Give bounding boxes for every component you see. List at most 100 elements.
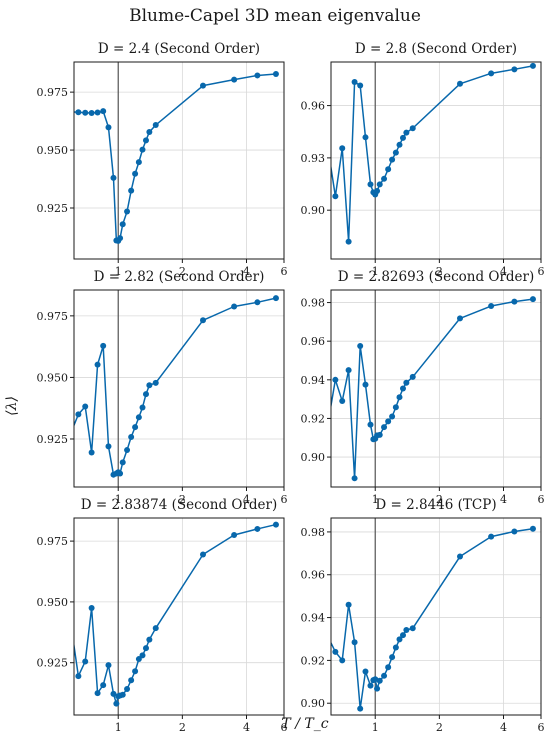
data-point [351,79,358,86]
data-point [200,82,206,89]
data-point [385,166,392,173]
data-point [339,398,346,405]
x-tick-label: 1 [115,493,122,506]
data-point [396,141,403,148]
panel-6: 1 2 4 6 0.90 0.92 0.94 0.96 0.98 D = 2.8446 (TCP) [301,497,545,734]
data-point [105,662,112,669]
data-point [254,72,261,79]
data-point [332,648,339,655]
series-group [74,521,279,707]
data-point [146,128,153,135]
series-group [74,71,279,244]
data-point [152,379,159,386]
y-tick-label: 0.92 [301,654,326,667]
y-tick-label: 0.950 [37,596,69,609]
y-tick-label: 0.92 [301,412,326,425]
data-point [132,424,139,431]
data-point [385,664,392,671]
data-point [135,656,142,663]
data-point [254,299,261,306]
x-tick-label: 4 [500,265,507,278]
data-point [409,373,416,380]
data-point [200,317,206,324]
y-tick-label: 0.975 [37,310,69,323]
data-point [511,298,518,305]
data-point [142,391,149,398]
data-point [231,303,238,310]
data-point [128,434,135,441]
y-tick-label: 0.94 [301,612,326,625]
data-point [399,632,406,639]
data-point [339,145,346,152]
data-point [345,601,352,608]
data-point [374,188,381,195]
y-tick-label: 0.925 [37,202,69,215]
data-point [119,459,126,466]
data-point [231,532,238,539]
data-point [94,690,101,697]
data-point [75,673,82,680]
series-group [325,296,536,482]
data-point [82,403,89,410]
data-point [88,449,95,456]
data-point [82,109,89,116]
y-tick-label: 0.90 [301,697,326,710]
series-line [74,523,277,705]
data-point [367,421,374,428]
data-point [110,174,117,181]
data-point [117,235,124,242]
panels: 1 2 4 6 0.925 0.950 0.975 D = 2.4 (Second Order… [37,41,545,734]
series-line [331,527,534,710]
x-tick-label: 6 [538,493,545,506]
data-point [135,414,142,421]
panel-4: 1 2 4 6 0.90 0.92 0.94 0.96 0.98 D = 2.82693 (Sec… [301,269,545,506]
data-point [332,193,339,200]
data-point [139,404,146,411]
data-point [345,238,352,245]
data-point [128,677,135,684]
data-point [357,705,364,712]
data-point [389,654,396,661]
panel-title: D = 2.83874 (Second Order) [81,497,278,513]
data-point [385,418,392,425]
data-point [68,430,74,436]
data-point [113,700,120,707]
y-tick-label: 0.950 [37,371,69,384]
data-point [100,342,107,349]
plot-frame [73,517,285,716]
y-tick-label: 0.96 [301,335,326,348]
data-point [372,676,379,683]
data-point [105,443,112,450]
data-point [529,525,536,532]
data-point [403,129,410,136]
x-tick-label: 6 [538,265,545,278]
data-point [272,521,279,528]
y-tick-label: 0.98 [301,297,326,310]
data-point [403,379,410,386]
data-point [332,376,339,383]
x-tick-label: 2 [436,721,443,734]
x-tick-label: 4 [243,493,250,506]
x-tick-label: 2 [436,265,443,278]
data-point [152,122,159,129]
x-tick-label: 2 [436,493,443,506]
panel-2: 1 2 4 6 0.90 0.93 0.96 D = 2.8 (Second Order) [301,41,545,278]
data-point [362,381,369,388]
data-point [325,420,331,426]
data-point [200,551,206,558]
y-tick-label: 0.925 [37,657,69,670]
data-point [325,145,331,151]
data-point [511,66,518,73]
series-group [325,62,536,245]
panel-3: 1 2 4 6 0.925 0.950 0.975 D = 2.82 (Second Orde… [37,269,288,506]
data-point [374,685,381,692]
x-tick-label: 4 [500,493,507,506]
data-point [381,672,388,679]
plot-frame [330,517,542,716]
panel-title: D = 2.8 (Second Order) [355,41,517,57]
data-point [142,645,149,652]
panel-title: D = 2.82693 (Second Order) [338,269,535,285]
data-point [529,62,536,69]
y-tick-label: 0.96 [301,100,326,113]
data-point [389,413,396,420]
